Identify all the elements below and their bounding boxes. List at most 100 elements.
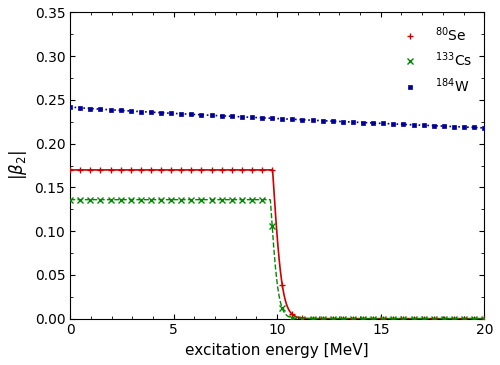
$^{184}$W — [330, 119, 336, 123]
$^{133}$Cs — [259, 197, 265, 202]
$^{184}$W — [158, 111, 164, 115]
Legend: $^{80}$Se, $^{133}$Cs, $^{184}$W: $^{80}$Se, $^{133}$Cs, $^{184}$W — [388, 19, 478, 100]
$^{133}$Cs — [370, 316, 376, 321]
$^{80}$Se — [198, 168, 204, 172]
$^{80}$Se — [441, 316, 447, 321]
$^{133}$Cs — [310, 316, 316, 321]
$^{184}$W — [310, 118, 316, 122]
$^{184}$W — [249, 115, 255, 120]
$^{184}$W — [451, 124, 457, 129]
Line: $^{184}$W: $^{184}$W — [68, 104, 486, 130]
$^{184}$W — [98, 107, 103, 111]
$^{184}$W — [118, 108, 124, 113]
$^{133}$Cs — [410, 316, 416, 321]
$^{80}$Se — [67, 168, 73, 172]
$^{80}$Se — [461, 316, 467, 321]
$^{80}$Se — [350, 316, 356, 321]
$^{80}$Se — [420, 316, 426, 321]
$^{184}$W — [390, 122, 396, 126]
$^{133}$Cs — [218, 197, 224, 202]
$^{184}$W — [482, 126, 488, 130]
$^{80}$Se — [228, 168, 234, 172]
$^{184}$W — [218, 114, 224, 118]
$^{80}$Se — [330, 316, 336, 321]
$^{80}$Se — [400, 316, 406, 321]
$^{133}$Cs — [451, 316, 457, 321]
$^{80}$Se — [168, 168, 174, 172]
$^{184}$W — [148, 110, 154, 114]
$^{184}$W — [188, 112, 194, 116]
$^{133}$Cs — [380, 316, 386, 321]
$^{184}$W — [471, 125, 477, 130]
$^{80}$Se — [128, 168, 134, 172]
$^{184}$W — [208, 113, 214, 118]
$^{184}$W — [198, 113, 204, 117]
$^{184}$W — [441, 124, 447, 128]
$^{80}$Se — [88, 168, 94, 172]
$^{184}$W — [400, 122, 406, 127]
$^{80}$Se — [340, 316, 346, 321]
$^{80}$Se — [310, 316, 316, 321]
$^{133}$Cs — [239, 197, 245, 202]
$^{80}$Se — [370, 316, 376, 321]
$^{80}$Se — [98, 168, 103, 172]
$^{184}$W — [178, 112, 184, 116]
$^{133}$Cs — [482, 316, 488, 321]
$^{80}$Se — [158, 168, 164, 172]
$^{184}$W — [300, 118, 306, 122]
$^{184}$W — [269, 116, 275, 120]
$^{184}$W — [340, 119, 346, 124]
$^{133}$Cs — [340, 316, 346, 321]
$^{133}$Cs — [67, 197, 73, 202]
Line: $^{133}$Cs: $^{133}$Cs — [66, 196, 488, 322]
$^{80}$Se — [360, 316, 366, 321]
$^{133}$Cs — [471, 316, 477, 321]
$^{80}$Se — [451, 316, 457, 321]
$^{80}$Se — [77, 168, 83, 172]
$^{133}$Cs — [290, 316, 296, 320]
$^{80}$Se — [280, 283, 285, 287]
$^{184}$W — [410, 123, 416, 127]
$^{133}$Cs — [138, 197, 144, 202]
$^{184}$W — [350, 120, 356, 124]
$^{133}$Cs — [188, 197, 194, 202]
$^{133}$Cs — [249, 197, 255, 202]
X-axis label: excitation energy [MeV]: excitation energy [MeV] — [186, 343, 369, 358]
$^{80}$Se — [188, 168, 194, 172]
$^{133}$Cs — [269, 224, 275, 228]
$^{80}$Se — [269, 168, 275, 172]
$^{80}$Se — [218, 168, 224, 172]
$^{133}$Cs — [178, 197, 184, 202]
$^{80}$Se — [410, 316, 416, 321]
$^{184}$W — [360, 120, 366, 125]
$^{184}$W — [77, 105, 83, 110]
$^{80}$Se — [390, 316, 396, 321]
$^{133}$Cs — [228, 197, 234, 202]
$^{184}$W — [259, 116, 265, 120]
$^{133}$Cs — [441, 316, 447, 321]
$^{133}$Cs — [431, 316, 437, 321]
$^{80}$Se — [259, 168, 265, 172]
$^{80}$Se — [138, 168, 144, 172]
$^{133}$Cs — [108, 197, 114, 202]
$^{184}$W — [88, 106, 94, 111]
$^{80}$Se — [300, 316, 306, 320]
$^{133}$Cs — [330, 316, 336, 321]
$^{133}$Cs — [280, 306, 285, 310]
$^{80}$Se — [320, 316, 326, 321]
$^{133}$Cs — [88, 197, 94, 202]
$^{133}$Cs — [168, 197, 174, 202]
$^{184}$W — [168, 111, 174, 115]
$^{133}$Cs — [461, 316, 467, 321]
$^{80}$Se — [239, 168, 245, 172]
$^{133}$Cs — [360, 316, 366, 321]
$^{133}$Cs — [320, 316, 326, 321]
$^{80}$Se — [108, 168, 114, 172]
$^{80}$Se — [431, 316, 437, 321]
$^{133}$Cs — [300, 316, 306, 321]
$^{184}$W — [380, 121, 386, 126]
$^{133}$Cs — [98, 197, 103, 202]
$^{80}$Se — [380, 316, 386, 321]
$^{80}$Se — [148, 168, 154, 172]
$^{80}$Se — [290, 312, 296, 317]
